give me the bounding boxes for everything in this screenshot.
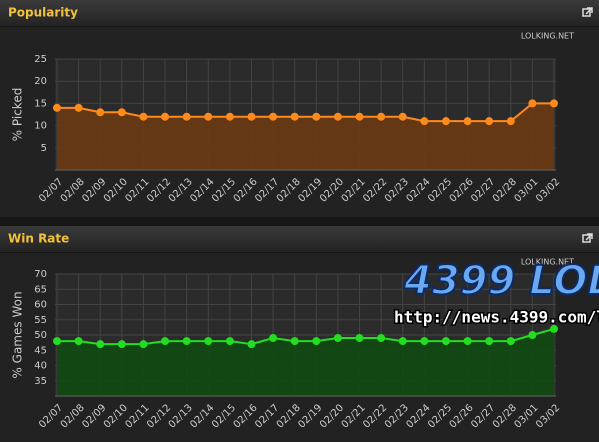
point — [74, 337, 83, 346]
point — [377, 112, 386, 121]
y-tick-label: 10 — [34, 121, 47, 132]
point — [225, 337, 234, 346]
y-tick-label: 50 — [34, 330, 47, 341]
popout-icon[interactable] — [582, 233, 593, 243]
point — [333, 334, 342, 343]
y-axis-title: % Games Won — [11, 291, 25, 378]
y-tick-label: 25 — [34, 54, 47, 65]
point — [225, 112, 234, 121]
y-tick-label: 40 — [34, 361, 47, 372]
point — [355, 334, 364, 343]
point — [441, 117, 450, 126]
point — [96, 340, 105, 349]
point — [550, 99, 558, 108]
y-tick-label: 60 — [34, 300, 47, 311]
point — [506, 337, 515, 346]
point — [74, 103, 83, 112]
point — [247, 112, 256, 121]
point — [269, 334, 278, 343]
point — [420, 337, 429, 346]
point — [204, 337, 213, 346]
point — [398, 337, 407, 346]
point — [485, 117, 494, 126]
point — [290, 337, 299, 346]
panel-header — [0, 0, 599, 26]
y-tick-label: 70 — [34, 269, 47, 280]
point — [528, 331, 537, 339]
source-label: LOLKING.NET — [521, 32, 574, 41]
point — [550, 324, 558, 333]
point — [117, 108, 126, 117]
point — [485, 337, 494, 346]
point — [463, 117, 472, 126]
point — [312, 337, 321, 346]
source-label: LOLKING.NET — [521, 258, 574, 267]
area — [57, 328, 554, 396]
point — [53, 103, 61, 112]
point — [398, 112, 407, 121]
point — [182, 112, 191, 121]
point — [161, 112, 170, 121]
point — [290, 112, 299, 121]
y-tick-label: 65 — [34, 284, 47, 295]
point — [528, 99, 537, 108]
point — [420, 117, 429, 126]
point — [247, 340, 256, 349]
point — [269, 112, 278, 121]
watermark-url: http://news.4399.com/lol/ — [394, 308, 599, 327]
y-tick-label: 5 — [41, 143, 47, 154]
panel-title: Win Rate — [8, 232, 69, 246]
popout-icon[interactable] — [582, 7, 593, 17]
point — [377, 334, 386, 343]
y-tick-label: 45 — [34, 345, 47, 356]
y-axis-title: % Picked — [11, 88, 25, 142]
watermark-logo: 4399 LOL — [403, 258, 599, 304]
panel-header — [0, 226, 599, 252]
point — [139, 340, 148, 349]
y-tick-label: 20 — [34, 76, 47, 87]
point — [333, 112, 342, 121]
point — [96, 108, 105, 117]
area — [57, 103, 554, 170]
panel-title: Popularity — [8, 6, 78, 20]
point — [204, 112, 213, 121]
point — [182, 337, 191, 346]
point — [506, 117, 515, 126]
point — [161, 337, 170, 346]
y-tick-label: 55 — [34, 315, 47, 326]
point — [117, 340, 126, 349]
point — [463, 337, 472, 346]
y-tick-label: 35 — [34, 376, 47, 387]
point — [312, 112, 321, 121]
point — [355, 112, 364, 121]
y-tick-label: 15 — [34, 98, 47, 109]
point — [53, 337, 61, 346]
point — [441, 337, 450, 346]
point — [139, 112, 148, 121]
